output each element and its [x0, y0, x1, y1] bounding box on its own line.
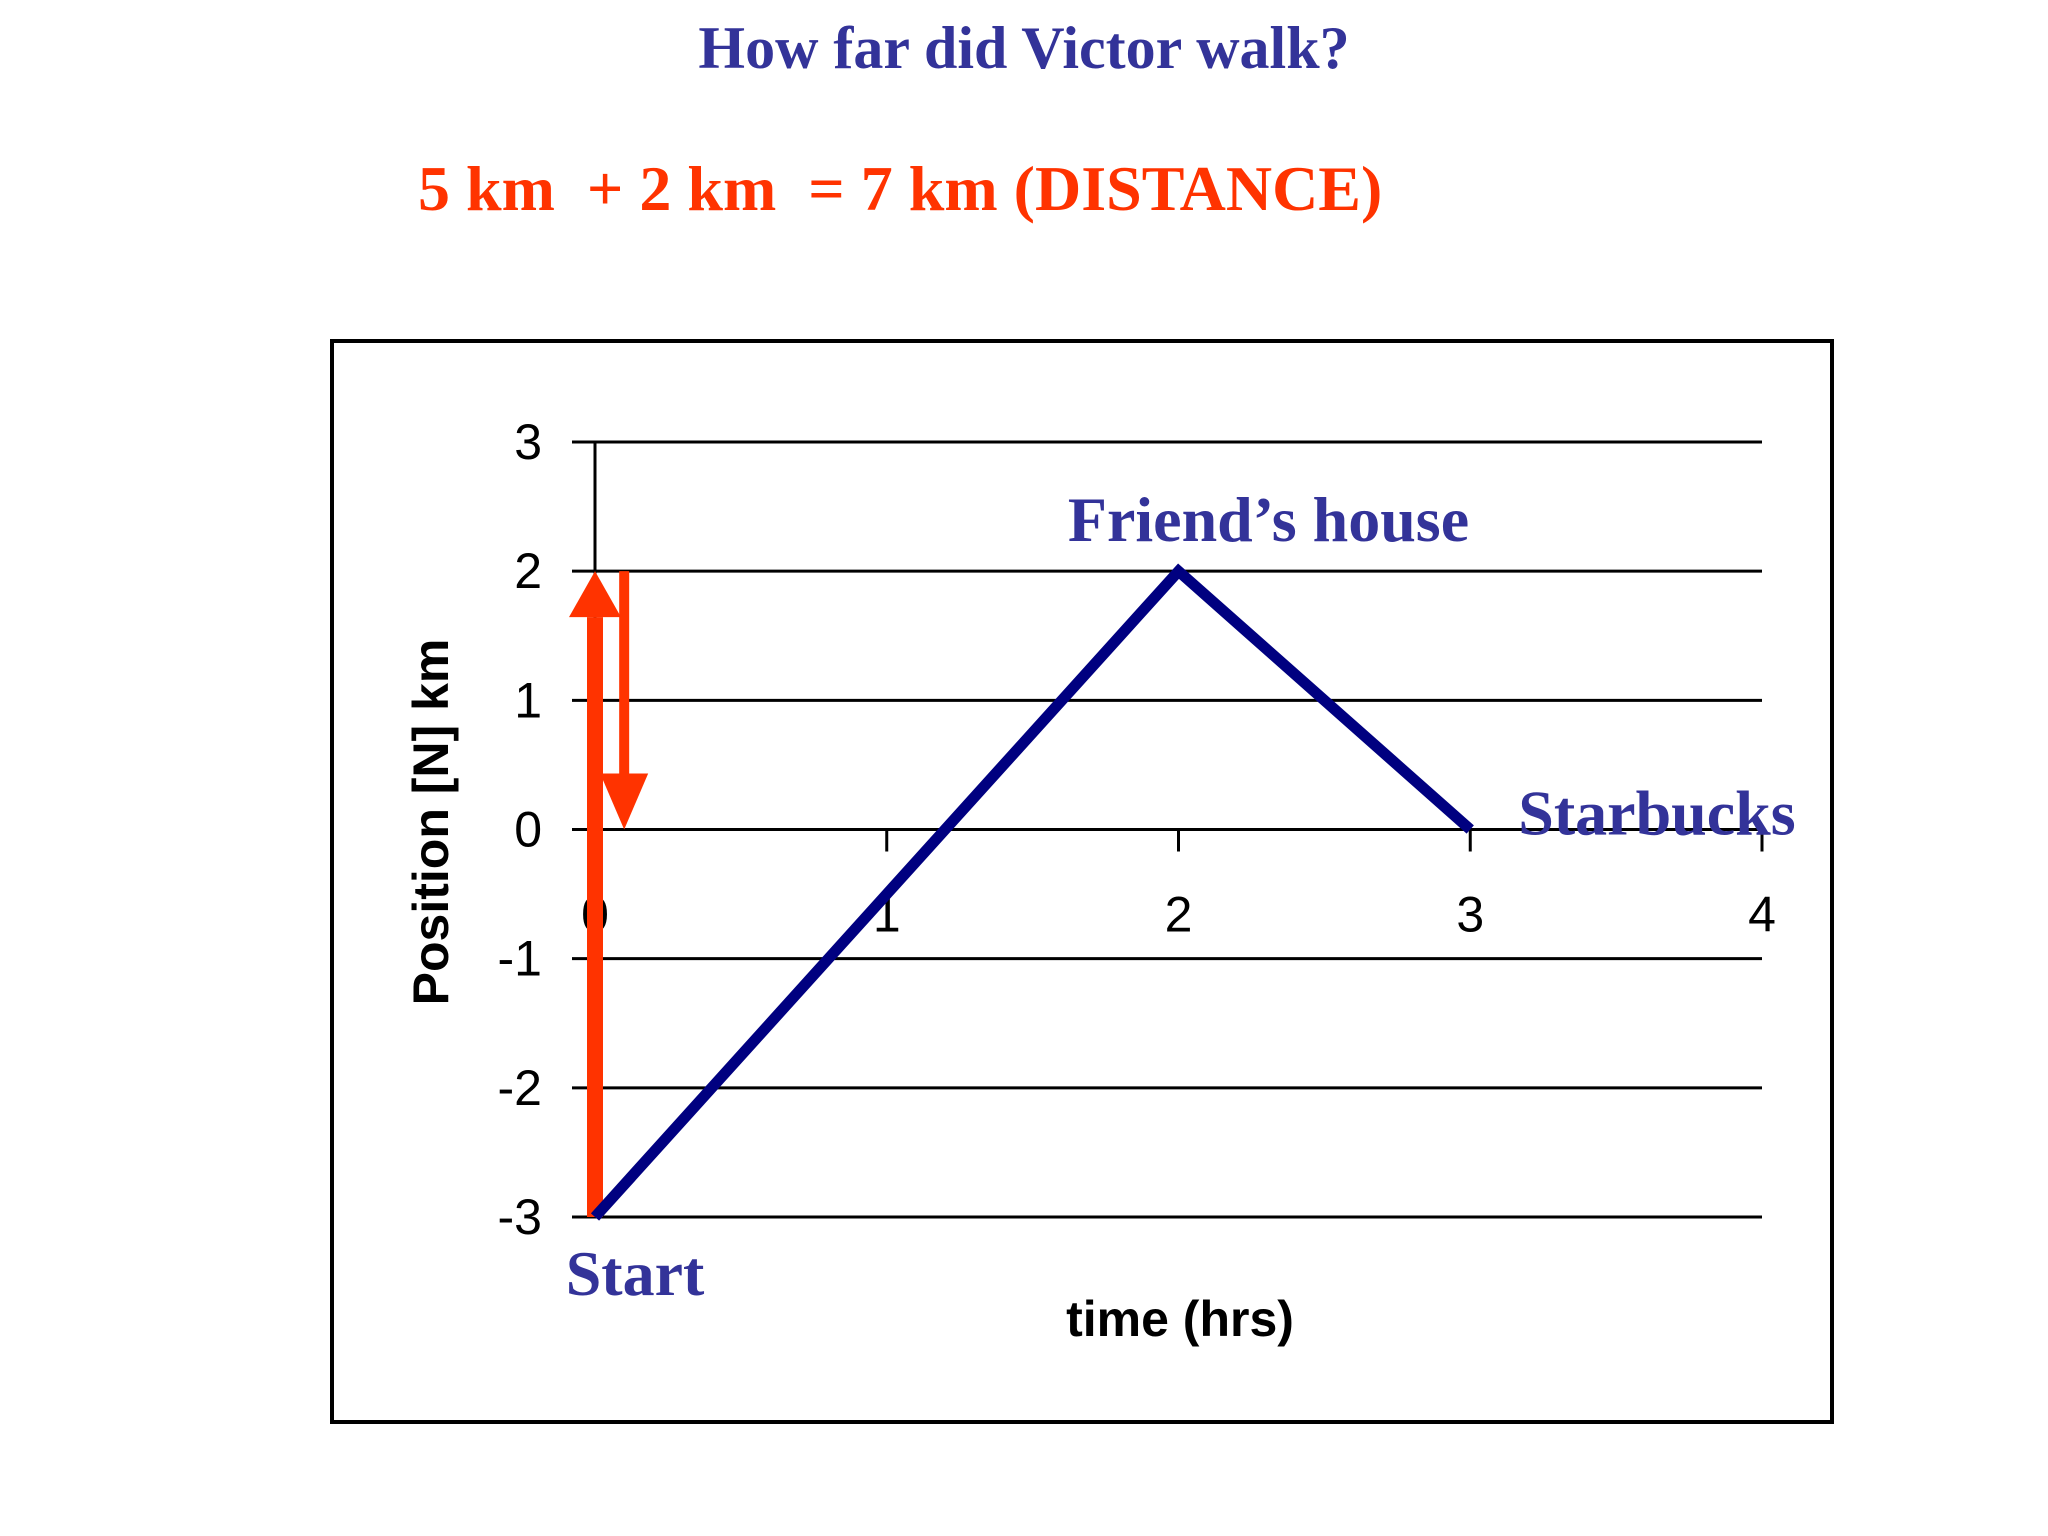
text-annotations: Friend’s house Starbucks Start	[566, 484, 1796, 1309]
x-tick-label: 2	[1165, 887, 1193, 943]
y-tick-label: 1	[514, 672, 542, 728]
x-tick-label: 4	[1748, 887, 1776, 943]
x-axis-title: time (hrs)	[1066, 1291, 1294, 1347]
annotation-label: Friend’s house	[1068, 484, 1469, 555]
gridlines	[572, 440, 1762, 1219]
chart-frame	[330, 339, 1834, 1424]
slide-title: How far did Victor walk?	[698, 15, 1350, 81]
arrow-head-up	[569, 571, 621, 618]
x-tick-label: 3	[1456, 887, 1484, 943]
annotation-label: Start	[566, 1238, 705, 1309]
arrow-annotations	[569, 571, 649, 1217]
y-tick-label: 2	[514, 543, 542, 599]
series-line-0	[590, 563, 1474, 1221]
y-axis-title: Position [N] km	[403, 639, 459, 1006]
y-tick-label: 0	[514, 802, 542, 858]
annotation-label: Starbucks	[1518, 778, 1795, 849]
data-series	[590, 563, 1474, 1221]
y-tick-label: -3	[498, 1189, 542, 1245]
y-tick-label: 3	[514, 414, 542, 470]
arrow-head-down	[600, 773, 649, 830]
distance-equation: 5 km + 2 km = 7 km (DISTANCE)	[418, 153, 1383, 224]
y-tick-label: -2	[498, 1060, 542, 1116]
y-tick-label: -1	[498, 931, 542, 987]
